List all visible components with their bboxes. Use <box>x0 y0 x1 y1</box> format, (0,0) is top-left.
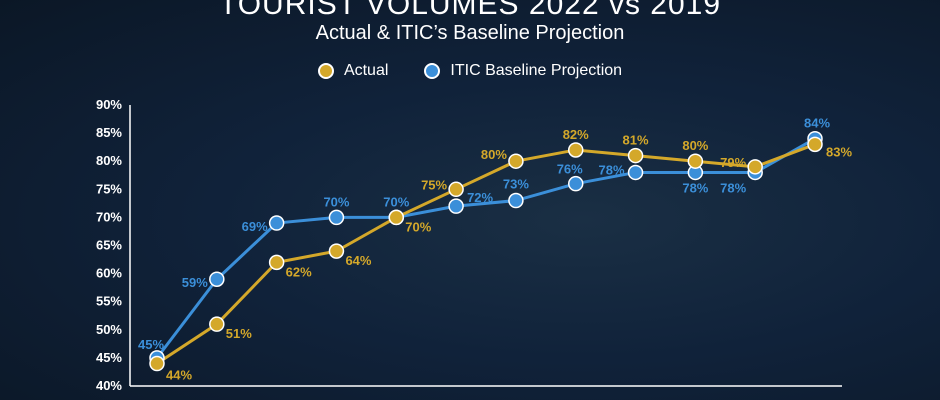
point-actual <box>567 142 584 158</box>
point-projection <box>567 175 584 192</box>
data-label-projection: 76% <box>557 162 583 177</box>
data-label-projection: 78% <box>720 180 746 195</box>
data-labels: 44% 51% 62% 64% 70% 75% 80% 82% 81% 80% 79% 83% 45% 5… <box>138 116 852 383</box>
series-line-projection <box>155 137 816 359</box>
point-actual <box>627 147 644 164</box>
data-label-projection: 69% <box>242 219 268 234</box>
point-actual <box>687 153 704 169</box>
point-actual <box>328 243 345 259</box>
data-label-projection: 84% <box>804 116 830 131</box>
data-label-projection: 72% <box>467 190 493 205</box>
legend-label-actual: Actual <box>343 62 389 79</box>
point-projection <box>508 192 524 209</box>
data-label-projection: 45% <box>138 337 164 352</box>
y-tick-label: 55% <box>96 294 122 309</box>
point-actual <box>268 254 285 271</box>
legend-marker-actual <box>317 63 334 79</box>
data-label-actual: 44% <box>166 368 192 383</box>
y-tick-label: 75% <box>96 181 122 196</box>
point-projection <box>268 215 285 231</box>
point-projection <box>627 164 644 181</box>
data-label-actual: 81% <box>623 133 649 148</box>
point-projection <box>209 271 225 287</box>
data-label-actual: 70% <box>405 219 431 234</box>
data-label-actual: 51% <box>226 326 252 341</box>
legend-label-projection: ITIC Baseline Projection <box>450 62 623 79</box>
legend-marker-projection <box>424 63 441 79</box>
point-actual <box>807 136 823 153</box>
point-projection <box>448 198 464 214</box>
chart-title: TOURIST VOLUMES 2022 vs 2019 <box>218 0 722 21</box>
y-tick-label: 90% <box>96 97 122 112</box>
legend: Actual ITIC Baseline Projection <box>0 62 940 80</box>
series-points <box>149 130 823 372</box>
y-tick-label: 60% <box>96 266 122 281</box>
axes: 90% 85% 80% 75% 70% 65% 60% 55% 50% 45% 40% <box>96 97 842 393</box>
data-label-projection: 59% <box>182 275 208 290</box>
point-actual <box>209 316 225 332</box>
data-label-projection: 70% <box>383 194 409 209</box>
point-actual <box>149 355 165 372</box>
y-tick-label: 70% <box>96 209 122 224</box>
point-actual <box>388 209 405 226</box>
data-label-actual: 75% <box>421 177 447 192</box>
point-actual <box>448 181 464 198</box>
data-label-actual: 62% <box>286 264 312 279</box>
series-lines <box>155 137 816 365</box>
series-line-actual <box>156 142 816 365</box>
y-tick-label: 85% <box>96 125 122 140</box>
point-projection <box>328 209 345 226</box>
point-actual <box>508 153 524 169</box>
data-label-projection: 73% <box>503 177 529 192</box>
data-label-actual: 80% <box>481 147 507 162</box>
chart-subtitle: Actual & ITIC’s Baseline Projection <box>315 22 625 44</box>
y-tick-label: 40% <box>96 378 122 393</box>
y-tick-label: 45% <box>96 350 122 365</box>
data-label-projection: 78% <box>599 162 625 177</box>
legend-item-projection: ITIC Baseline Projection <box>424 62 622 80</box>
data-label-actual: 82% <box>563 127 589 142</box>
y-tick-label: 50% <box>96 322 122 337</box>
data-label-projection: 70% <box>323 194 349 209</box>
legend-item-actual: Actual <box>317 62 389 80</box>
data-label-actual: 80% <box>682 138 708 153</box>
data-label-projection: 78% <box>682 180 708 195</box>
point-actual <box>747 159 763 175</box>
data-label-actual: 79% <box>720 155 746 170</box>
y-tick-label: 80% <box>96 153 122 168</box>
data-label-actual: 64% <box>345 253 371 268</box>
data-label-actual: 83% <box>826 144 852 159</box>
y-tick-label: 65% <box>96 238 122 253</box>
